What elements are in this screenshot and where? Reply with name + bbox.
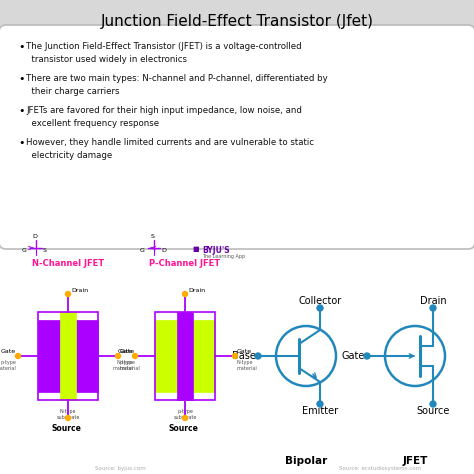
Text: N-Channel JFET: N-Channel JFET [32,259,104,268]
Text: Gate: Gate [120,349,135,354]
Text: D: D [33,234,37,239]
Circle shape [317,305,323,311]
Bar [193,320,215,392]
Circle shape [430,305,436,311]
Circle shape [364,353,370,359]
Circle shape [233,354,237,358]
Text: Source: byjus.com: Source: byjus.com [95,466,146,471]
Text: N-type
material: N-type material [112,360,133,371]
Circle shape [65,416,71,420]
Text: There are two main types: N-channel and P-channel, differentiated by
  their cha: There are two main types: N-channel and … [26,74,328,96]
Text: BYJU'S: BYJU'S [202,246,229,255]
Text: Source: Source [168,424,198,433]
Bar [177,312,193,400]
Text: The Junction Field-Effect Transistor (JFET) is a voltage-controlled
  transistor: The Junction Field-Effect Transistor (JF… [26,42,301,64]
Text: N-type
substrate: N-type substrate [56,409,80,420]
Text: Gate: Gate [237,349,252,354]
Text: p-type
material: p-type material [0,360,16,371]
Text: •: • [18,138,25,148]
Text: The Learning App: The Learning App [202,254,245,259]
Text: Drain: Drain [188,288,205,293]
Circle shape [65,292,71,297]
Bar [155,320,177,392]
Text: Collector: Collector [298,296,342,306]
Circle shape [430,401,436,407]
FancyBboxPatch shape [0,25,474,249]
Text: Gate: Gate [342,351,365,361]
Text: Gate: Gate [1,349,16,354]
Text: Base: Base [232,351,256,361]
Text: N-type
material: N-type material [237,360,258,371]
Text: Drain: Drain [71,288,88,293]
Text: Gate: Gate [118,349,133,354]
Text: Source: Source [51,424,81,433]
Text: G: G [140,248,145,253]
Circle shape [116,354,120,358]
Circle shape [133,354,137,358]
Circle shape [255,353,261,359]
Text: •: • [18,74,25,84]
Text: JFETs are favored for their high input impedance, low noise, and
  excellent fre: JFETs are favored for their high input i… [26,106,302,128]
Bar [0,242,474,474]
Bar [155,312,215,400]
Text: p-type
material: p-type material [120,360,141,371]
Text: ■: ■ [193,246,199,252]
Text: Bipolar: Bipolar [285,456,327,466]
Text: Source: Source [416,406,450,416]
Text: S: S [43,248,47,253]
Circle shape [16,354,20,358]
Circle shape [182,292,188,297]
Circle shape [317,401,323,407]
Text: Emitter: Emitter [302,406,338,416]
Text: P-Channel JFET: P-Channel JFET [149,259,220,268]
Circle shape [182,416,188,420]
Text: G: G [22,248,27,253]
Text: •: • [18,42,25,52]
Text: However, they handle limited currents and are vulnerable to static
  electricity: However, they handle limited currents an… [26,138,314,160]
Text: Source: ecstudiosystems.com: Source: ecstudiosystems.com [339,466,421,471]
Text: Drain: Drain [419,296,447,306]
Bar [38,320,60,392]
Text: JFET: JFET [402,456,428,466]
Text: D: D [161,248,166,253]
Text: Junction Field-Effect Transistor (Jfet): Junction Field-Effect Transistor (Jfet) [100,14,374,29]
Text: •: • [18,106,25,116]
Text: S: S [151,234,155,239]
Bar [60,312,76,400]
Text: p-type
substrate: p-type substrate [173,409,197,420]
Bar [76,320,98,392]
Bar [38,312,98,400]
